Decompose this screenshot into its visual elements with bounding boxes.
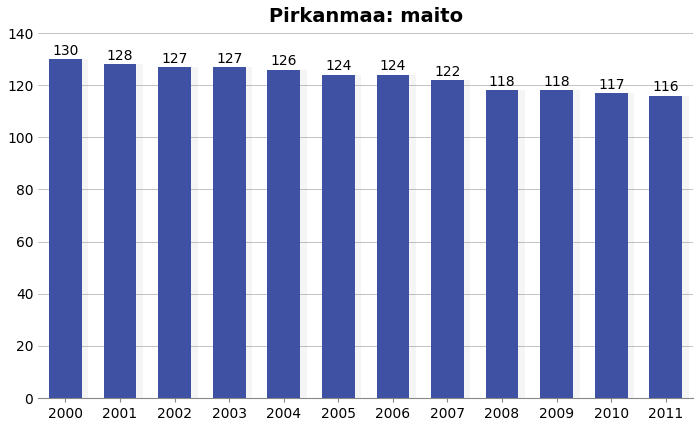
Text: 118: 118 [543, 75, 570, 89]
Bar [49, 59, 82, 398]
Polygon shape [140, 64, 141, 398]
Text: 117: 117 [598, 78, 624, 92]
Bar [213, 67, 246, 398]
Polygon shape [246, 67, 247, 398]
Polygon shape [464, 80, 465, 398]
Polygon shape [633, 93, 634, 398]
Bar [322, 75, 355, 398]
Polygon shape [305, 70, 306, 398]
Bar [650, 95, 682, 398]
Polygon shape [300, 70, 301, 398]
Polygon shape [84, 59, 85, 398]
Polygon shape [412, 75, 414, 398]
Polygon shape [521, 90, 522, 398]
Polygon shape [631, 93, 633, 398]
Text: 122: 122 [434, 65, 461, 79]
Polygon shape [303, 70, 304, 398]
Polygon shape [142, 64, 143, 398]
Polygon shape [250, 67, 251, 398]
Bar [595, 93, 628, 398]
Polygon shape [468, 80, 469, 398]
Polygon shape [579, 90, 580, 398]
Polygon shape [356, 75, 357, 398]
Polygon shape [141, 64, 142, 398]
Polygon shape [302, 70, 303, 398]
Polygon shape [628, 93, 629, 398]
Text: 124: 124 [379, 59, 406, 74]
Bar [104, 64, 136, 398]
Text: 128: 128 [107, 49, 133, 63]
Polygon shape [520, 90, 521, 398]
Title: Pirkanmaa: maito: Pirkanmaa: maito [269, 7, 463, 26]
Polygon shape [139, 64, 140, 398]
Polygon shape [137, 64, 138, 398]
Text: 126: 126 [270, 54, 297, 68]
Polygon shape [82, 59, 83, 398]
Polygon shape [519, 90, 520, 398]
Polygon shape [193, 67, 195, 398]
Polygon shape [411, 75, 412, 398]
Text: 127: 127 [216, 52, 242, 65]
Polygon shape [465, 80, 466, 398]
Polygon shape [86, 59, 87, 398]
Text: 130: 130 [52, 44, 78, 58]
Polygon shape [629, 93, 630, 398]
Polygon shape [682, 95, 683, 398]
Polygon shape [195, 67, 196, 398]
Polygon shape [575, 90, 576, 398]
Polygon shape [576, 90, 577, 398]
Text: 127: 127 [162, 52, 188, 65]
Polygon shape [251, 67, 252, 398]
Polygon shape [630, 93, 631, 398]
Polygon shape [685, 95, 686, 398]
Polygon shape [469, 80, 470, 398]
Polygon shape [191, 67, 192, 398]
Text: 124: 124 [325, 59, 351, 74]
Polygon shape [85, 59, 86, 398]
Polygon shape [196, 67, 197, 398]
Polygon shape [301, 70, 302, 398]
Polygon shape [577, 90, 578, 398]
Polygon shape [467, 80, 468, 398]
Bar [377, 75, 410, 398]
Bar [486, 90, 519, 398]
Polygon shape [360, 75, 361, 398]
Polygon shape [248, 67, 250, 398]
Polygon shape [522, 90, 524, 398]
Polygon shape [574, 90, 575, 398]
Polygon shape [573, 90, 574, 398]
Bar [267, 70, 300, 398]
Polygon shape [687, 95, 688, 398]
Polygon shape [688, 95, 689, 398]
Polygon shape [414, 75, 415, 398]
Polygon shape [358, 75, 359, 398]
Bar [431, 80, 464, 398]
Polygon shape [524, 90, 525, 398]
Polygon shape [684, 95, 685, 398]
Polygon shape [306, 70, 307, 398]
Polygon shape [355, 75, 356, 398]
Polygon shape [359, 75, 360, 398]
Bar [158, 67, 191, 398]
Polygon shape [87, 59, 88, 398]
Polygon shape [578, 90, 579, 398]
Polygon shape [686, 95, 687, 398]
Polygon shape [138, 64, 139, 398]
Polygon shape [466, 80, 467, 398]
Text: 118: 118 [489, 75, 515, 89]
Polygon shape [304, 70, 305, 398]
Polygon shape [136, 64, 137, 398]
Polygon shape [415, 75, 416, 398]
Text: 116: 116 [652, 80, 679, 94]
Polygon shape [247, 67, 248, 398]
Bar [540, 90, 573, 398]
Polygon shape [357, 75, 358, 398]
Polygon shape [83, 59, 84, 398]
Polygon shape [410, 75, 411, 398]
Polygon shape [683, 95, 684, 398]
